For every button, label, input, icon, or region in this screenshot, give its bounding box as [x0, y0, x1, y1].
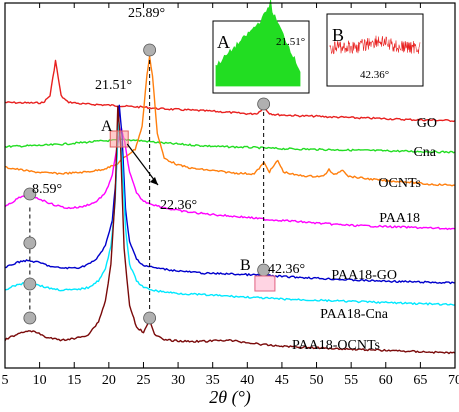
inset-a-spectrum	[215, 0, 301, 87]
arrow-line-a	[126, 143, 159, 186]
x-tick-label-45: 45	[275, 373, 289, 388]
x-axis-label: 2θ (°)	[209, 387, 251, 407]
series-label-paa18-cna: PAA18-Cna	[320, 307, 389, 322]
marker-paa18-go-8-59	[23, 236, 37, 250]
peak-label-22-36: 22.36°	[160, 198, 197, 213]
series-label-paa18-ocnts: PAA18-OCNTs	[292, 338, 380, 353]
box-label-b: B	[240, 257, 251, 274]
series-line-cna	[4, 138, 456, 154]
peak-label-21-51: 21.51°	[95, 78, 132, 93]
series-label-paa18-go: PAA18-GO	[331, 268, 397, 283]
series-label-ocnts: OCNTs	[378, 176, 421, 191]
highlight-box-b	[254, 275, 276, 292]
peak-label-8-59: 8.59°	[32, 182, 62, 197]
box-label-a: A	[101, 118, 113, 135]
plot-frame	[4, 2, 456, 369]
inset-b-title: B	[332, 25, 344, 45]
highlight-box-a	[109, 130, 129, 148]
marker-paa18-ocnts-25-89	[143, 311, 157, 325]
marker-paa18-ocnts-8-59	[23, 311, 37, 325]
x-tick-label-70: 70	[448, 373, 459, 388]
inset-b-frame	[326, 13, 424, 87]
inset-b-spectrum	[329, 35, 421, 55]
series-label-paa18: PAA18	[379, 211, 420, 226]
x-tick-label-50: 50	[310, 373, 324, 388]
series-line-paa18	[4, 127, 456, 231]
marker-ocnts-25-89	[143, 43, 157, 57]
peak-label-25-89: 25.89°	[128, 6, 165, 21]
series-label-cna: Cna	[413, 145, 436, 160]
x-tick-label-10: 10	[33, 373, 47, 388]
inset-b-label: 42.36°	[360, 69, 389, 81]
x-tick-label-35: 35	[206, 373, 220, 388]
marker-paa18-cna-8-59	[23, 277, 37, 291]
x-tick-label-55: 55	[344, 373, 358, 388]
x-tick-label-40: 40	[240, 373, 254, 388]
x-tick-label-5: 5	[2, 373, 9, 388]
series-line-paa18-cna	[4, 121, 456, 306]
series-line-ocnts	[4, 55, 456, 187]
inset-a-label: 21.51°	[276, 36, 305, 48]
inset-a-title: A	[217, 32, 230, 52]
x-tick-label-15: 15	[67, 373, 81, 388]
series-line-paa18-ocnts	[4, 105, 456, 355]
x-tick-label-20: 20	[102, 373, 116, 388]
x-tick-label-25: 25	[136, 373, 150, 388]
series-label-go: GO	[417, 116, 437, 131]
series-line-go	[4, 59, 456, 123]
marker-paa18-8-59	[23, 187, 37, 201]
peak-label-42-36: 42.36°	[268, 262, 305, 277]
marker-go-42-36	[257, 97, 271, 111]
x-tick-label-30: 30	[171, 373, 185, 388]
arrow-head-a	[150, 177, 158, 185]
x-tick-label-60: 60	[379, 373, 393, 388]
x-tick-label-65: 65	[413, 373, 427, 388]
series-line-paa18-go	[4, 104, 456, 285]
